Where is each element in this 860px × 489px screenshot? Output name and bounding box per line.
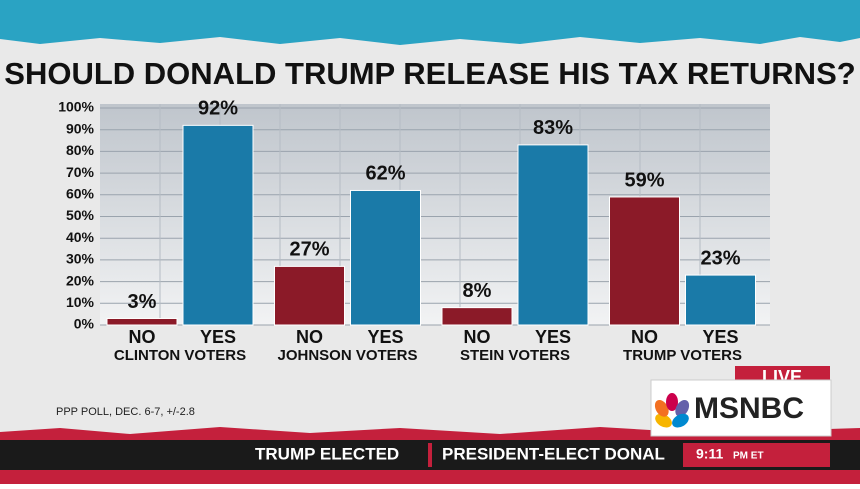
bar xyxy=(350,189,421,326)
y-tick-label: 80% xyxy=(66,142,95,158)
y-tick-label: 40% xyxy=(66,229,95,245)
y-tick-label: 100% xyxy=(58,99,94,115)
series-label: NO xyxy=(296,327,323,347)
source-note: PPP POLL, DEC. 6-7, +/-2.8 xyxy=(56,406,195,418)
y-tick-label: 90% xyxy=(66,120,95,136)
ticker-bottom xyxy=(0,470,860,484)
series-label: NO xyxy=(129,327,156,347)
value-label: 3% xyxy=(128,291,157,313)
series-label: YES xyxy=(535,327,571,347)
top-band xyxy=(0,0,860,45)
bar xyxy=(182,124,254,326)
bottom-band xyxy=(0,427,860,442)
series-label: YES xyxy=(702,327,738,347)
bar xyxy=(274,265,345,326)
peacock xyxy=(654,393,690,428)
value-label: 23% xyxy=(700,247,740,269)
bar xyxy=(441,307,513,326)
x-tick-label: JOHNSON VOTERS xyxy=(277,347,417,364)
time-suffix: PM ET xyxy=(733,451,764,462)
bar xyxy=(609,196,680,326)
series-label: YES xyxy=(367,327,403,347)
value-label: 8% xyxy=(463,280,492,302)
y-tick-label: 30% xyxy=(66,251,95,267)
value-label: 62% xyxy=(365,163,405,185)
value-label: 27% xyxy=(289,239,329,261)
network-logo: MSNBC xyxy=(694,392,804,425)
bar xyxy=(517,144,589,326)
y-tick-label: 10% xyxy=(66,294,95,310)
time-box xyxy=(683,443,830,467)
value-label: 83% xyxy=(533,117,573,139)
y-tick-label: 0% xyxy=(74,316,95,332)
x-tick-label: TRUMP VOTERS xyxy=(623,347,742,364)
x-tick-label: STEIN VOTERS xyxy=(460,347,570,364)
y-tick-label: 50% xyxy=(66,207,95,223)
series-label: YES xyxy=(200,327,236,347)
series-label: NO xyxy=(464,327,491,347)
ticker-text: PRESIDENT-ELECT DONAL xyxy=(442,444,665,463)
bar xyxy=(685,274,756,326)
bar xyxy=(106,317,178,326)
value-label: 59% xyxy=(624,169,664,191)
y-tick-label: 70% xyxy=(66,164,95,180)
ticker-divider xyxy=(428,443,432,467)
chart-title: SHOULD DONALD TRUMP RELEASE HIS TAX RETU… xyxy=(4,56,855,91)
value-label: 92% xyxy=(198,98,238,120)
ticker-label: TRUMP ELECTED xyxy=(255,444,399,463)
time: 9:11 xyxy=(696,446,723,462)
x-tick-label: CLINTON VOTERS xyxy=(114,347,246,364)
y-tick-label: 20% xyxy=(66,272,95,288)
y-tick-label: 60% xyxy=(66,186,95,202)
series-label: NO xyxy=(631,327,658,347)
